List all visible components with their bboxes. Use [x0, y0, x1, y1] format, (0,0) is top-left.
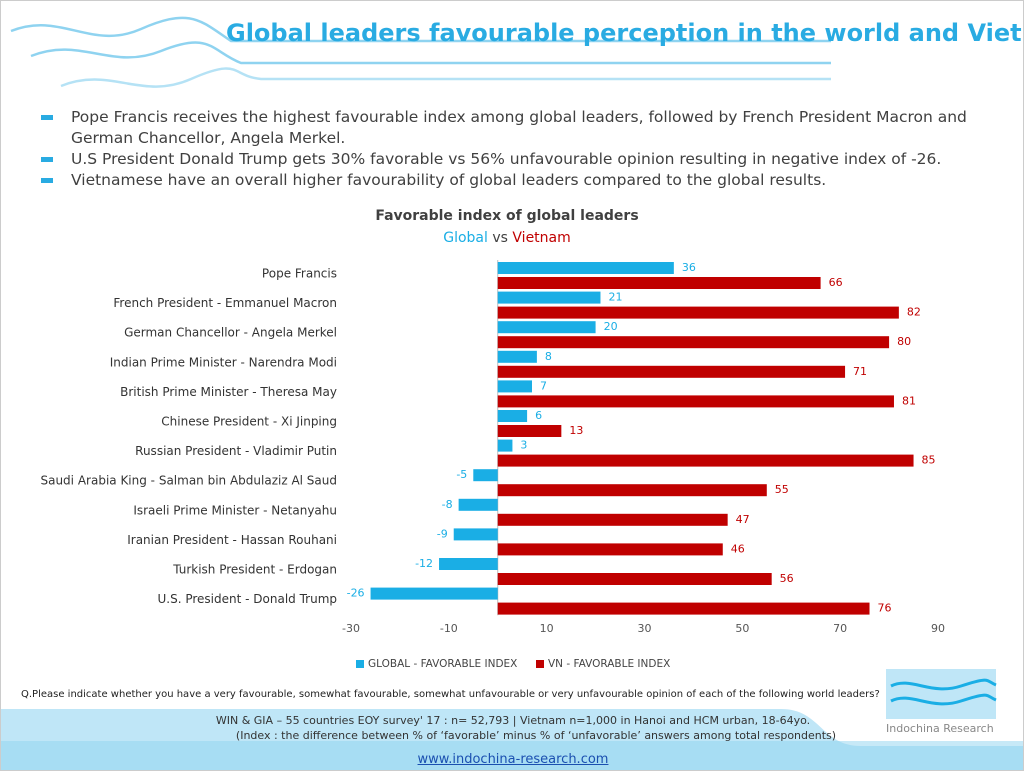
category-label: German Chancellor - Angela Merkel: [124, 326, 337, 340]
data-label: 56: [780, 572, 794, 585]
category-label: Turkish President - Erdogan: [172, 563, 337, 577]
bar: [458, 498, 498, 511]
category-label: Pope Francis: [262, 267, 337, 281]
bar: [497, 543, 723, 556]
bar: [497, 380, 532, 393]
data-label: 7: [540, 379, 547, 392]
logo: Indochina Research: [886, 722, 994, 735]
chart-subtitle: Global vs Vietnam: [443, 230, 571, 246]
bar: [497, 602, 870, 615]
subtitle-global: Global: [443, 230, 488, 246]
bar: [497, 439, 513, 452]
legend-swatch: [536, 660, 544, 668]
bullet: Pope Francis receives the highest favour…: [41, 107, 981, 149]
bar: [497, 573, 772, 585]
data-label: 46: [731, 542, 745, 555]
category-label: French President - Emmanuel Macron: [113, 296, 337, 310]
data-label: 21: [608, 291, 622, 304]
bar: [497, 291, 601, 304]
category-label: Indian Prime Minister - Narendra Modi: [110, 355, 337, 369]
data-label: -26: [347, 587, 365, 600]
category-label: Chinese President - Xi Jinping: [161, 415, 337, 429]
data-label: 47: [736, 513, 750, 526]
subtitle-vietnam: Vietnam: [512, 230, 570, 246]
data-label: 76: [878, 602, 892, 615]
bar: [497, 277, 821, 289]
bar: [497, 395, 894, 408]
data-label: 85: [922, 454, 936, 467]
x-tick-label: -30: [342, 622, 360, 635]
source: WIN & GIA – 55 countries EOY survey' 17 …: [215, 714, 811, 727]
source-note: (Index : the difference between % of ‘fa…: [235, 729, 837, 742]
data-label: 20: [604, 320, 618, 333]
chart: Favorable index of global leaders Global…: [40, 208, 945, 670]
data-label: 71: [853, 365, 867, 378]
bar: [497, 454, 914, 467]
bullet-list: Pope Francis receives the highest favour…: [41, 107, 981, 191]
subtitle-vs: vs: [492, 230, 508, 246]
category-label: British Prime Minister - Theresa May: [120, 385, 337, 399]
question: Q.Please indicate whether you have a ver…: [21, 689, 880, 700]
bar: [497, 484, 767, 497]
category-label: Saudi Arabia King - Salman bin Abdulaziz…: [40, 474, 337, 488]
data-label: -8: [442, 498, 453, 511]
bullet: U.S President Donald Trump gets 30% favo…: [41, 149, 981, 170]
data-label: -5: [456, 468, 467, 481]
data-label: 80: [897, 335, 911, 348]
legend-label: VN - FAVORABLE INDEX: [548, 658, 670, 670]
data-label: -12: [415, 557, 433, 570]
title: Global leaders favourable perception in …: [226, 19, 1024, 47]
bar: [453, 528, 498, 541]
bar: [439, 558, 498, 570]
data-label: 3: [520, 439, 527, 452]
category-label: Russian President - Vladimir Putin: [135, 444, 337, 458]
bar: [473, 469, 498, 482]
data-label: 66: [829, 276, 843, 289]
bullet: Vietnamese have an overall higher favour…: [41, 170, 981, 191]
x-tick-label: 10: [540, 622, 554, 635]
x-tick-label: 90: [931, 622, 945, 635]
bar: [370, 587, 498, 600]
x-tick-label: 70: [833, 622, 847, 635]
bar: [497, 321, 596, 334]
legend-label: GLOBAL - FAVORABLE INDEX: [368, 658, 517, 670]
chart-title: Favorable index of global leaders: [375, 208, 638, 224]
bar: [497, 262, 674, 274]
x-tick-label: 30: [638, 622, 652, 635]
bar: [497, 410, 528, 422]
bar: [497, 350, 537, 363]
x-tick-label: -10: [440, 622, 458, 635]
category-label: Israeli Prime Minister - Netanyahu: [133, 503, 337, 517]
legend-swatch: [356, 660, 364, 668]
bar: [497, 365, 846, 378]
bar: [497, 513, 728, 526]
data-label: 13: [569, 424, 583, 437]
data-label: 36: [682, 261, 696, 274]
url-link[interactable]: www.indochina-research.com: [417, 752, 609, 767]
data-label: 6: [535, 409, 542, 422]
bar: [497, 306, 899, 319]
data-label: -9: [437, 527, 448, 540]
category-label: Iranian President - Hassan Rouhani: [127, 533, 337, 547]
data-label: 81: [902, 394, 916, 407]
data-label: 82: [907, 306, 921, 319]
bar: [497, 425, 562, 437]
x-tick-label: 50: [735, 622, 749, 635]
data-label: 8: [545, 350, 552, 363]
category-label: U.S. President - Donald Trump: [158, 592, 338, 606]
data-label: 55: [775, 483, 789, 496]
bar: [497, 336, 890, 349]
